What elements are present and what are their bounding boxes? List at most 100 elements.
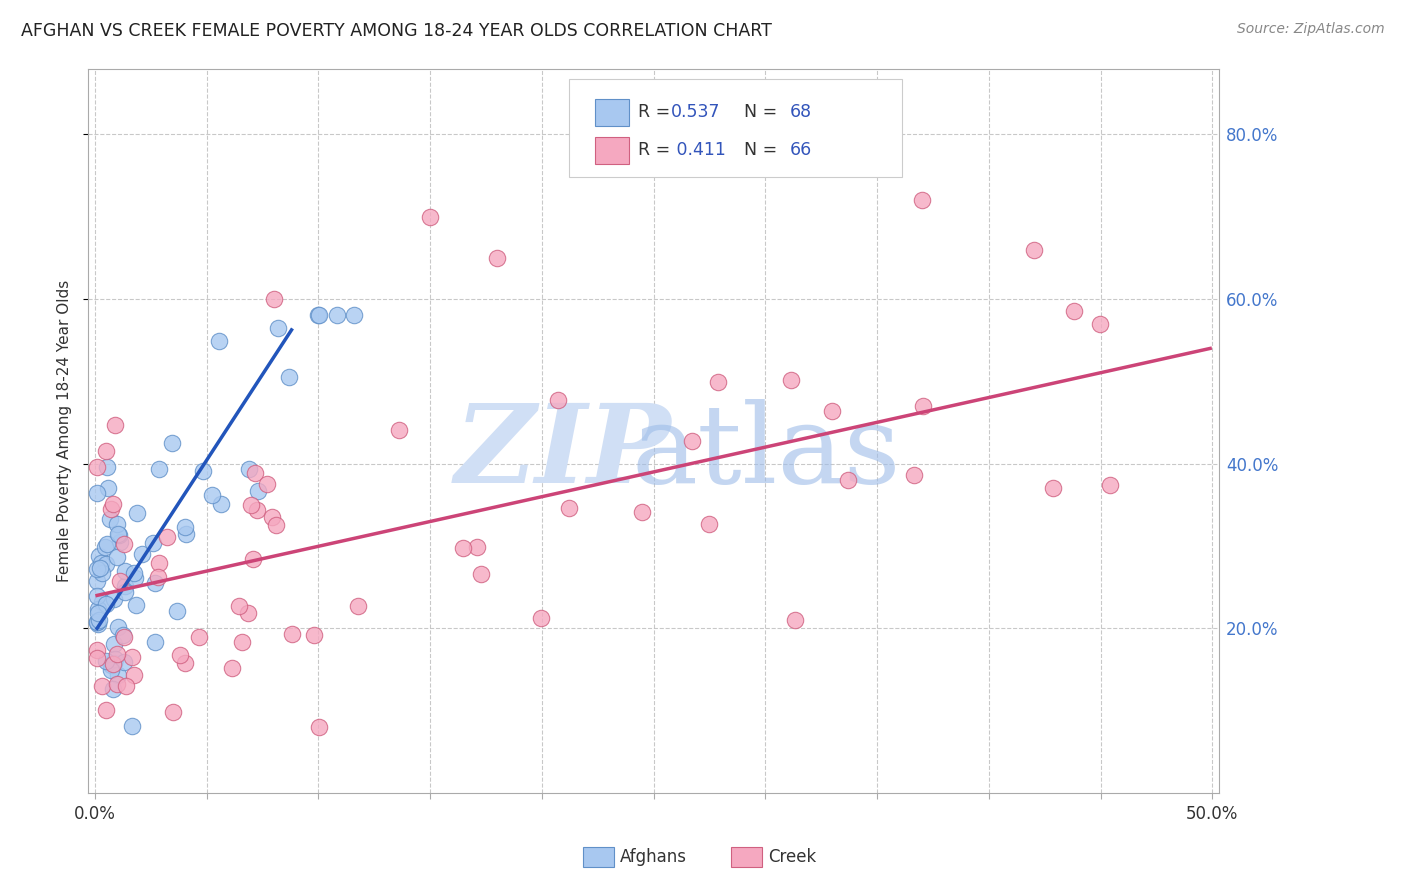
- Point: [87, 616, 110, 631]
- Point: [107, 667, 129, 681]
- Point: [239, 498, 262, 512]
- Point: [111, 628, 134, 642]
- Point: [1042, 481, 1064, 495]
- Point: [221, 661, 243, 675]
- Text: R =: R =: [638, 103, 675, 121]
- Point: [174, 520, 197, 534]
- Text: Creek: Creek: [768, 848, 815, 866]
- Point: [242, 552, 264, 566]
- Point: [121, 719, 143, 733]
- Point: [307, 309, 329, 323]
- Point: [187, 630, 209, 644]
- Point: [131, 547, 153, 561]
- Point: [91, 679, 114, 693]
- Point: [115, 679, 138, 693]
- Point: [90, 556, 112, 570]
- Point: [343, 309, 366, 323]
- Point: [347, 599, 370, 613]
- Point: [247, 483, 270, 498]
- Point: [281, 627, 304, 641]
- Point: [86, 615, 108, 629]
- Point: [87, 601, 110, 615]
- Point: [837, 473, 859, 487]
- Text: R =: R =: [638, 141, 675, 159]
- Point: [1022, 243, 1045, 257]
- Point: [1088, 317, 1111, 331]
- Point: [112, 537, 135, 551]
- Point: [105, 647, 128, 661]
- Point: [228, 599, 250, 614]
- Point: [101, 657, 124, 672]
- Point: [169, 648, 191, 662]
- Point: [86, 590, 108, 604]
- Point: [96, 537, 118, 551]
- Point: [231, 635, 253, 649]
- Point: [911, 193, 934, 207]
- Point: [201, 487, 224, 501]
- Point: [143, 635, 166, 649]
- Point: [97, 482, 120, 496]
- Text: 0.537: 0.537: [671, 103, 720, 121]
- Point: [112, 655, 135, 669]
- Point: [121, 649, 143, 664]
- Point: [107, 620, 129, 634]
- Point: [706, 375, 728, 389]
- Point: [86, 615, 108, 629]
- Point: [148, 570, 170, 584]
- Text: Afghans: Afghans: [620, 848, 688, 866]
- Point: [699, 516, 721, 531]
- Point: [911, 399, 934, 413]
- Point: [162, 706, 184, 720]
- Point: [263, 292, 285, 306]
- Point: [529, 611, 551, 625]
- Y-axis label: Female Poverty Among 18-24 Year Olds: Female Poverty Among 18-24 Year Olds: [58, 279, 72, 582]
- Point: [107, 527, 129, 541]
- Point: [105, 550, 128, 565]
- Point: [547, 393, 569, 408]
- Point: [86, 574, 108, 588]
- Point: [86, 459, 108, 474]
- Point: [108, 535, 131, 549]
- Point: [156, 531, 179, 545]
- Point: [779, 373, 801, 387]
- Point: [631, 505, 654, 519]
- Point: [148, 461, 170, 475]
- Point: [124, 571, 146, 585]
- Point: [419, 210, 441, 224]
- Point: [114, 585, 136, 599]
- Point: [125, 598, 148, 612]
- Text: ZIP: ZIP: [454, 399, 672, 507]
- Point: [86, 562, 108, 576]
- Point: [103, 637, 125, 651]
- Point: [108, 528, 131, 542]
- Point: [176, 527, 198, 541]
- Point: [245, 466, 267, 480]
- Point: [558, 501, 581, 516]
- Point: [124, 668, 146, 682]
- Point: [451, 541, 474, 556]
- Point: [681, 434, 703, 449]
- Point: [94, 557, 117, 571]
- Point: [96, 460, 118, 475]
- Point: [267, 321, 290, 335]
- Point: [108, 574, 131, 589]
- Point: [89, 613, 111, 627]
- Text: 68: 68: [789, 103, 811, 121]
- Point: [90, 595, 112, 609]
- Point: [94, 597, 117, 611]
- Point: [114, 579, 136, 593]
- Point: [114, 564, 136, 578]
- Text: 66: 66: [789, 141, 811, 159]
- Point: [302, 628, 325, 642]
- Point: [125, 506, 148, 520]
- Point: [107, 517, 129, 532]
- Point: [465, 540, 488, 554]
- Point: [166, 604, 188, 618]
- Point: [87, 606, 110, 620]
- Text: atlas: atlas: [631, 399, 901, 506]
- Point: [100, 502, 122, 516]
- Point: [148, 556, 170, 570]
- Point: [143, 576, 166, 591]
- Point: [103, 681, 125, 696]
- Point: [104, 417, 127, 432]
